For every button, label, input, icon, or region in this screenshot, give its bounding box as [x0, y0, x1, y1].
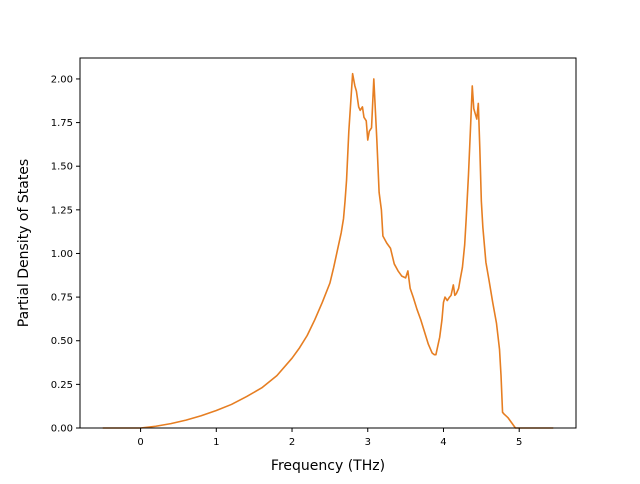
y-tick-label: 0.00 [51, 424, 73, 435]
y-tick-label: 2.00 [51, 74, 73, 85]
x-axis-label: Frequency (THz) [271, 458, 385, 474]
y-tick-label: 1.75 [51, 118, 73, 129]
series-line-0 [102, 72, 554, 429]
y-tick-label: 1.00 [51, 249, 73, 260]
plot-frame [79, 57, 577, 429]
y-axis-ticks: 0.00 0.25 0.50 0.75 1.00 1.25 1.50 1.75 2.00 [51, 74, 80, 435]
y-tick-label: 1.25 [51, 205, 73, 216]
x-tick-label: 4 [440, 437, 446, 448]
y-tick-label: 0.75 [51, 293, 73, 304]
plot-layer [102, 72, 554, 429]
x-tick-label: 0 [137, 437, 143, 448]
x-tick-label: 5 [516, 437, 522, 448]
y-tick-label: 0.50 [51, 336, 73, 347]
y-tick-label: 0.25 [51, 380, 73, 391]
y-tick-label: 1.50 [51, 162, 73, 173]
x-tick-label: 1 [213, 437, 219, 448]
y-axis-label: Partial Density of States [16, 159, 32, 327]
x-axis-ticks: 0 1 2 3 4 5 [137, 428, 522, 448]
x-tick-label: 2 [289, 437, 295, 448]
x-tick-label: 3 [365, 437, 371, 448]
